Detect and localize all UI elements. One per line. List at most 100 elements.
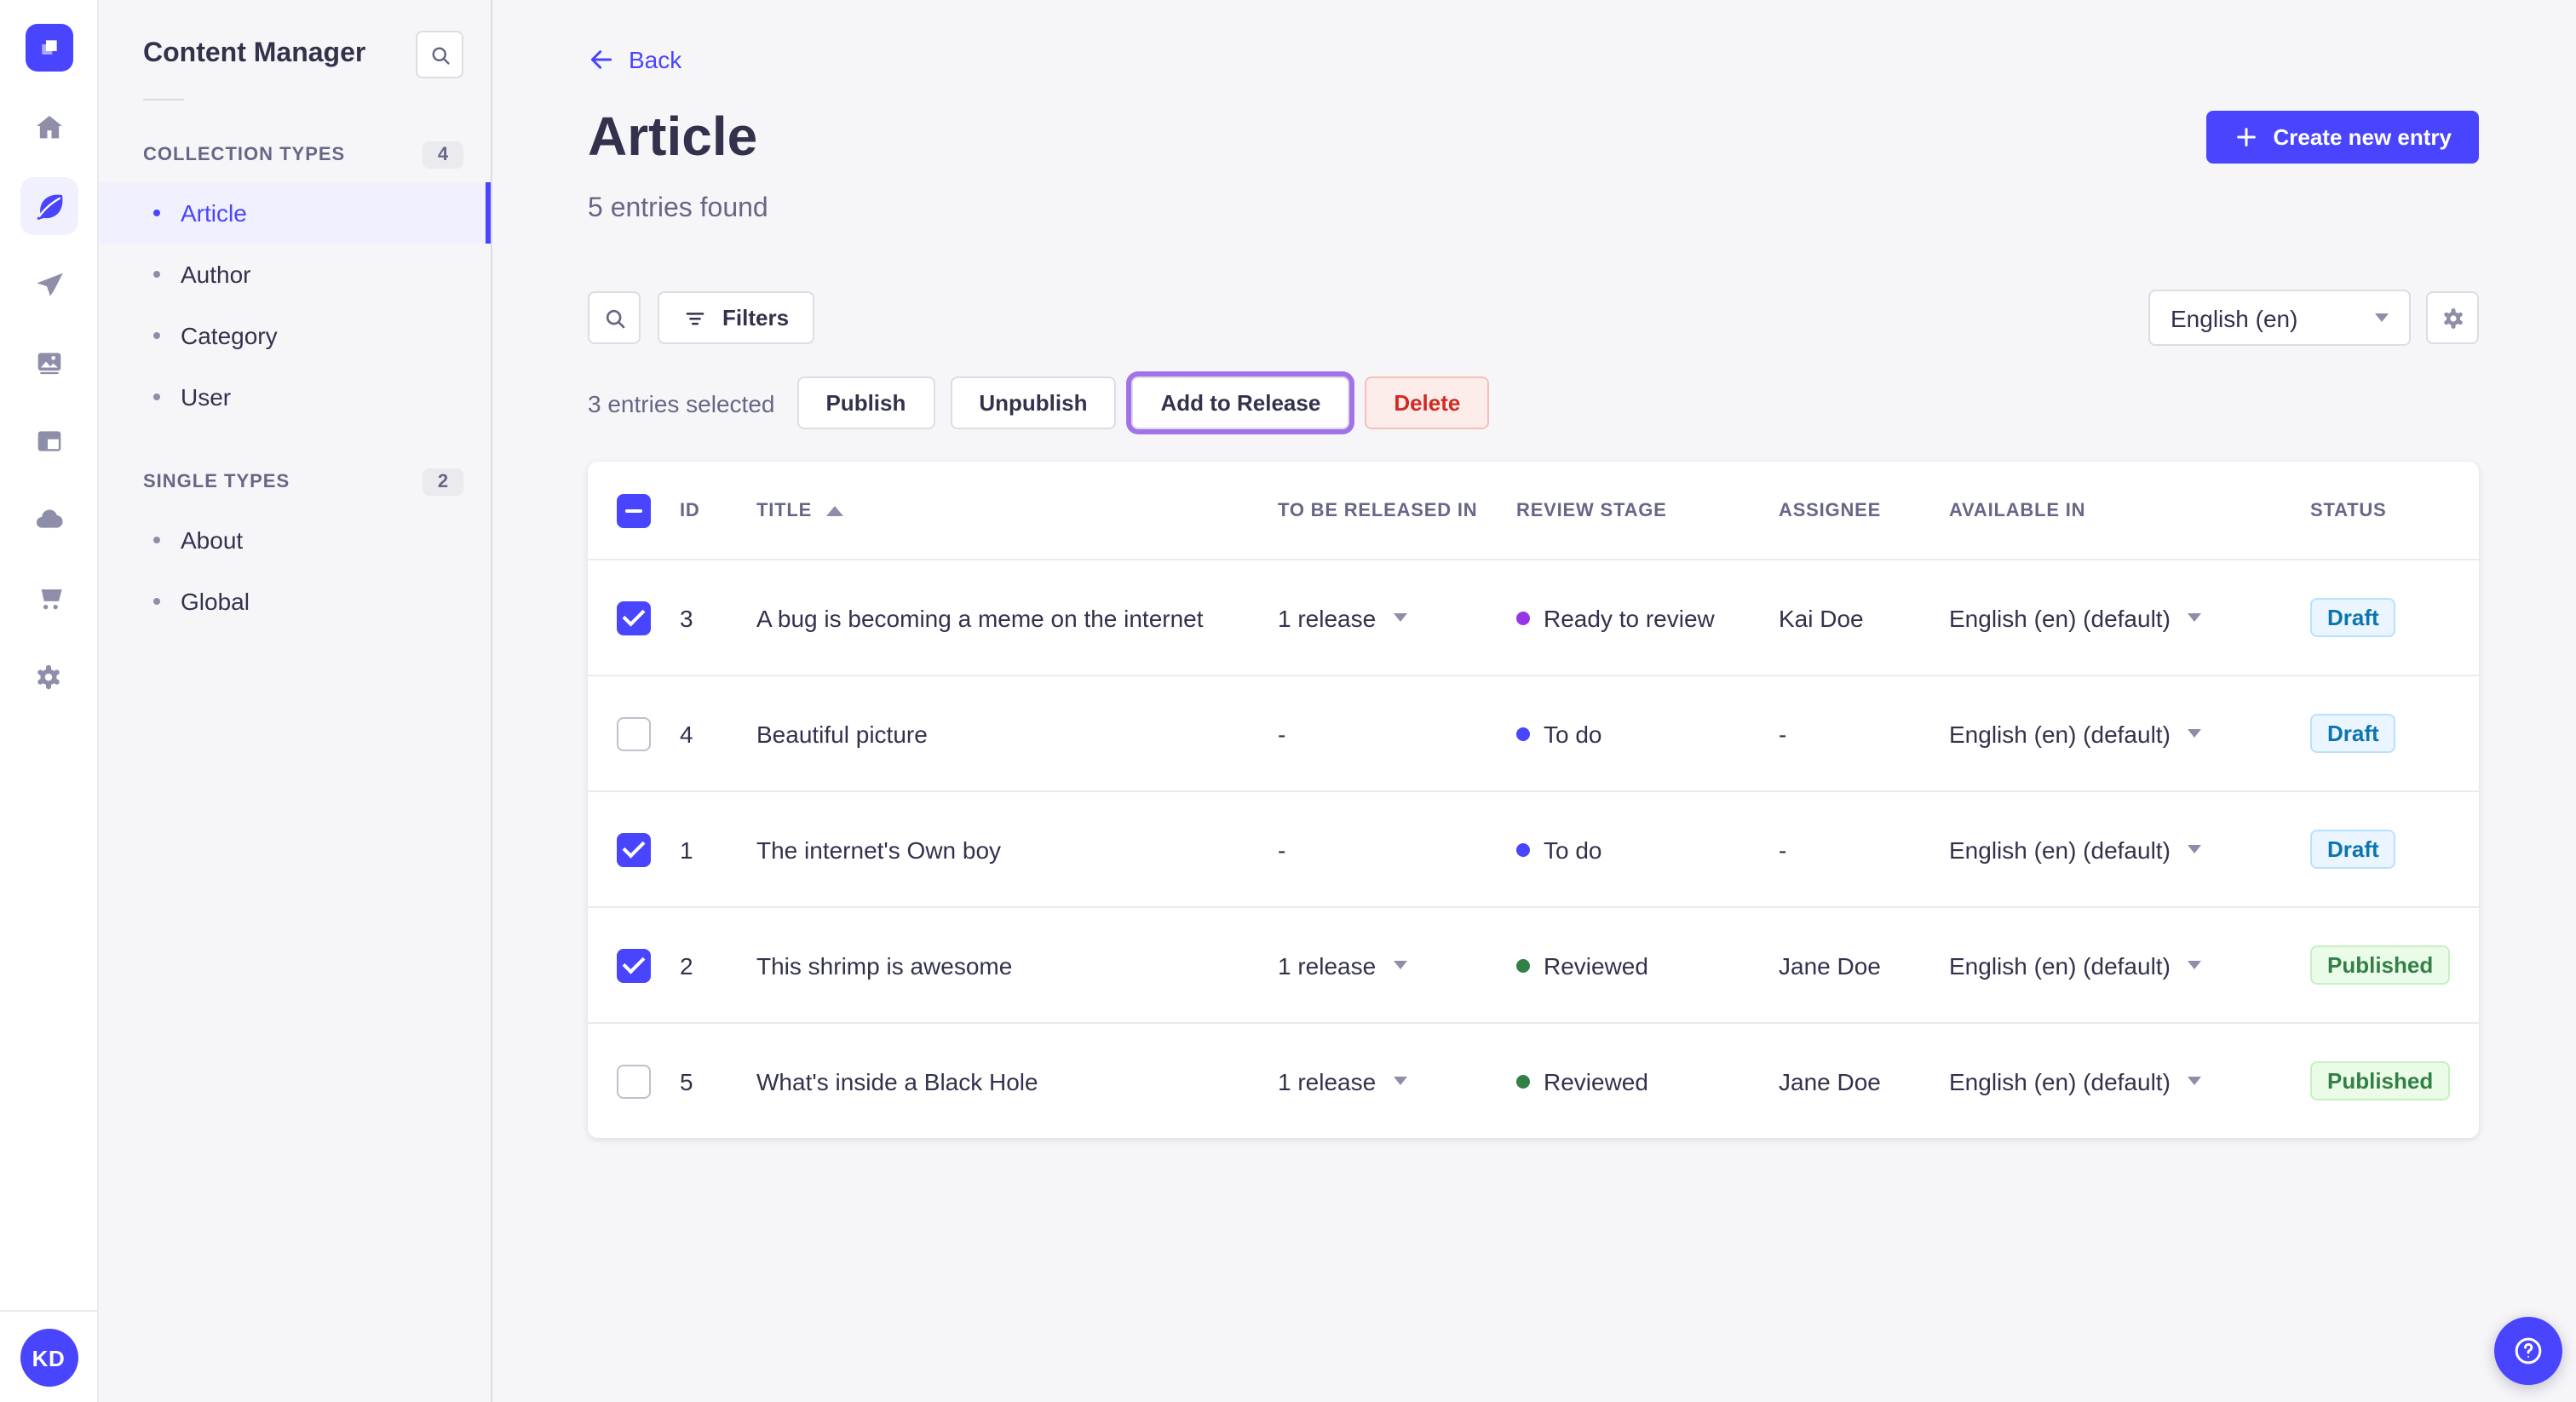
sidebar-item[interactable]: Category xyxy=(99,305,491,366)
search-icon[interactable] xyxy=(588,291,641,344)
help-button[interactable] xyxy=(2494,1317,2562,1385)
table-row[interactable]: 5 What's inside a Black Hole 1 release R… xyxy=(588,1024,2479,1138)
column-header-title-label: TITLE xyxy=(756,500,813,520)
row-title: What's inside a Black Hole xyxy=(756,1067,1038,1095)
entries-table: ID TITLE TO BE RELEASED IN REVIEW STAGE … xyxy=(588,462,2479,1138)
chevron-down-icon xyxy=(1393,613,1407,622)
select-all-checkbox[interactable] xyxy=(617,493,651,527)
row-release-dropdown[interactable]: - xyxy=(1278,720,1516,747)
stage-dot-icon xyxy=(1516,958,1530,972)
table-row[interactable]: 3 A bug is becoming a meme on the intern… xyxy=(588,560,2479,676)
table-row[interactable]: 4 Beautiful picture - To do - English ( xyxy=(588,676,2479,792)
row-available-in-value: English (en) (default) xyxy=(1949,604,2171,631)
sidebar-item[interactable]: Article xyxy=(99,182,491,244)
status-badge: Draft xyxy=(2310,714,2396,753)
row-checkbox-cell xyxy=(588,1064,680,1098)
chevron-down-icon xyxy=(2187,961,2201,969)
table-header-row: ID TITLE TO BE RELEASED IN REVIEW STAGE … xyxy=(588,462,2479,560)
sidebar-item-label: Author xyxy=(181,261,251,288)
stage-label: Reviewed xyxy=(1544,1067,1648,1095)
user-avatar[interactable]: KD xyxy=(20,1329,78,1387)
main-content: Back Article Create new entry 5 entries … xyxy=(492,0,2576,1402)
publish-button[interactable]: Publish xyxy=(796,376,935,429)
column-header-to-be-released-in[interactable]: TO BE RELEASED IN xyxy=(1278,500,1478,520)
row-status-cell: Published xyxy=(2310,945,2479,985)
settings-icon[interactable] xyxy=(2426,291,2479,344)
home-icon[interactable] xyxy=(20,99,78,157)
bullet-icon xyxy=(153,537,160,543)
row-release-dropdown[interactable]: 1 release xyxy=(1278,951,1516,979)
strapi-logo[interactable] xyxy=(25,24,72,72)
back-label: Back xyxy=(629,46,682,73)
content-manager-icon[interactable] xyxy=(20,177,78,235)
sidebar-item-label: User xyxy=(181,383,232,411)
row-release-dropdown[interactable]: - xyxy=(1278,836,1516,863)
cloud-icon[interactable] xyxy=(20,491,78,549)
row-checkbox[interactable] xyxy=(617,948,651,982)
row-available-in-dropdown[interactable]: English (en) (default) xyxy=(1949,1067,2310,1095)
add-to-release-button[interactable]: Add to Release xyxy=(1131,376,1350,429)
locale-select[interactable]: English (en) xyxy=(2148,290,2411,346)
stage-dot-icon xyxy=(1516,1074,1530,1088)
stage-dot-icon xyxy=(1516,611,1530,624)
marketplace-icon[interactable] xyxy=(20,569,78,627)
filters-button[interactable]: Filters xyxy=(658,291,815,344)
selection-count-text: 3 entries selected xyxy=(588,389,775,417)
table-row[interactable]: 1 The internet's Own boy - To do - Engl xyxy=(588,792,2479,908)
sidebar-item[interactable]: About xyxy=(99,509,491,571)
releases-icon[interactable] xyxy=(20,256,78,313)
bullet-icon xyxy=(153,394,160,400)
row-available-in-dropdown[interactable]: English (en) (default) xyxy=(1949,720,2310,747)
delete-button[interactable]: Delete xyxy=(1365,376,1490,429)
create-entry-button[interactable]: Create new entry xyxy=(2206,110,2479,163)
row-release-dropdown[interactable]: 1 release xyxy=(1278,604,1516,631)
row-review-stage: Reviewed xyxy=(1516,951,1779,979)
status-badge: Published xyxy=(2310,945,2451,985)
search-icon[interactable] xyxy=(416,31,463,78)
sidebar-item[interactable]: Author xyxy=(99,244,491,305)
chevron-down-icon xyxy=(1393,1077,1407,1085)
stage-label: To do xyxy=(1544,720,1602,747)
column-header-title[interactable]: TITLE xyxy=(756,500,1278,520)
row-id: 3 xyxy=(680,604,693,631)
strapi-logo-glyph xyxy=(41,40,56,55)
media-library-icon[interactable] xyxy=(20,334,78,392)
row-id: 4 xyxy=(680,720,693,747)
row-checkbox-cell xyxy=(588,832,680,866)
row-available-in-dropdown[interactable]: English (en) (default) xyxy=(1949,836,2310,863)
locale-value: English (en) xyxy=(2171,304,2298,331)
row-available-in-value: English (en) (default) xyxy=(1949,836,2171,863)
question-mark-icon xyxy=(2515,1337,2542,1365)
row-checkbox[interactable] xyxy=(617,832,651,866)
toolbar-left: Filters xyxy=(588,291,815,344)
sidebar-item[interactable]: Global xyxy=(99,571,491,632)
row-checkbox[interactable] xyxy=(617,1064,651,1098)
nav-rail-icons xyxy=(20,99,78,705)
section-count-badge: 4 xyxy=(423,141,463,169)
sidebar-item-label: Category xyxy=(181,322,278,349)
row-available-in-dropdown[interactable]: English (en) (default) xyxy=(1949,951,2310,979)
back-link[interactable]: Back xyxy=(588,43,681,77)
sidebar-item[interactable]: User xyxy=(99,366,491,428)
table-row[interactable]: 2 This shrimp is awesome 1 release Revie… xyxy=(588,908,2479,1024)
column-header-id[interactable]: ID xyxy=(680,500,700,520)
section-label: SINGLE TYPES xyxy=(143,472,290,492)
row-status-cell: Draft xyxy=(2310,714,2479,753)
table-body: 3 A bug is becoming a meme on the intern… xyxy=(588,560,2479,1138)
row-checkbox[interactable] xyxy=(617,600,651,635)
column-header-available-in[interactable]: AVAILABLE IN xyxy=(1949,500,2086,520)
row-id: 5 xyxy=(680,1067,693,1095)
collection-types-list: Article Author Category User xyxy=(99,182,491,428)
row-release-dropdown[interactable]: 1 release xyxy=(1278,1067,1516,1095)
row-assignee: - xyxy=(1779,836,1787,863)
column-header-status[interactable]: STATUS xyxy=(2310,500,2387,520)
row-available-in-dropdown[interactable]: English (en) (default) xyxy=(1949,604,2310,631)
row-title: Beautiful picture xyxy=(756,720,928,747)
column-header-review-stage[interactable]: REVIEW STAGE xyxy=(1516,500,1667,520)
settings-icon[interactable] xyxy=(20,647,78,705)
row-checkbox[interactable] xyxy=(617,716,651,750)
column-header-assignee[interactable]: ASSIGNEE xyxy=(1779,500,1882,520)
unpublish-button[interactable]: Unpublish xyxy=(950,376,1117,429)
content-type-builder-icon[interactable] xyxy=(20,412,78,470)
